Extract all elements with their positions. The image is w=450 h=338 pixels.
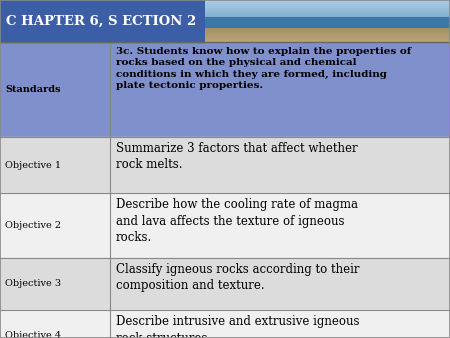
Text: Describe how the cooling rate of magma
and lava affects the texture of igneous
r: Describe how the cooling rate of magma a… xyxy=(116,198,358,244)
Bar xyxy=(0,137,450,193)
Text: Summarize 3 factors that affect whether
rock melts.: Summarize 3 factors that affect whether … xyxy=(116,142,358,171)
Bar xyxy=(0,258,450,310)
Text: Standards: Standards xyxy=(5,85,61,94)
Text: 3c. Students know how to explain the properties of
rocks based on the physical a: 3c. Students know how to explain the pro… xyxy=(116,47,411,90)
Bar xyxy=(0,310,450,338)
Text: Describe intrusive and extrusive igneous
rock structures.: Describe intrusive and extrusive igneous… xyxy=(116,315,360,338)
Text: Objective 3: Objective 3 xyxy=(5,280,61,289)
Text: Objective 2: Objective 2 xyxy=(5,221,61,230)
Bar xyxy=(0,193,450,258)
Bar xyxy=(0,0,205,42)
Text: Objective 1: Objective 1 xyxy=(5,161,61,169)
Bar xyxy=(0,42,450,137)
Text: Objective 4: Objective 4 xyxy=(5,332,61,338)
Text: Classify igneous rocks according to their
composition and texture.: Classify igneous rocks according to thei… xyxy=(116,263,360,292)
Text: C HAPTER 6, S ECTION 2: C HAPTER 6, S ECTION 2 xyxy=(6,15,196,27)
